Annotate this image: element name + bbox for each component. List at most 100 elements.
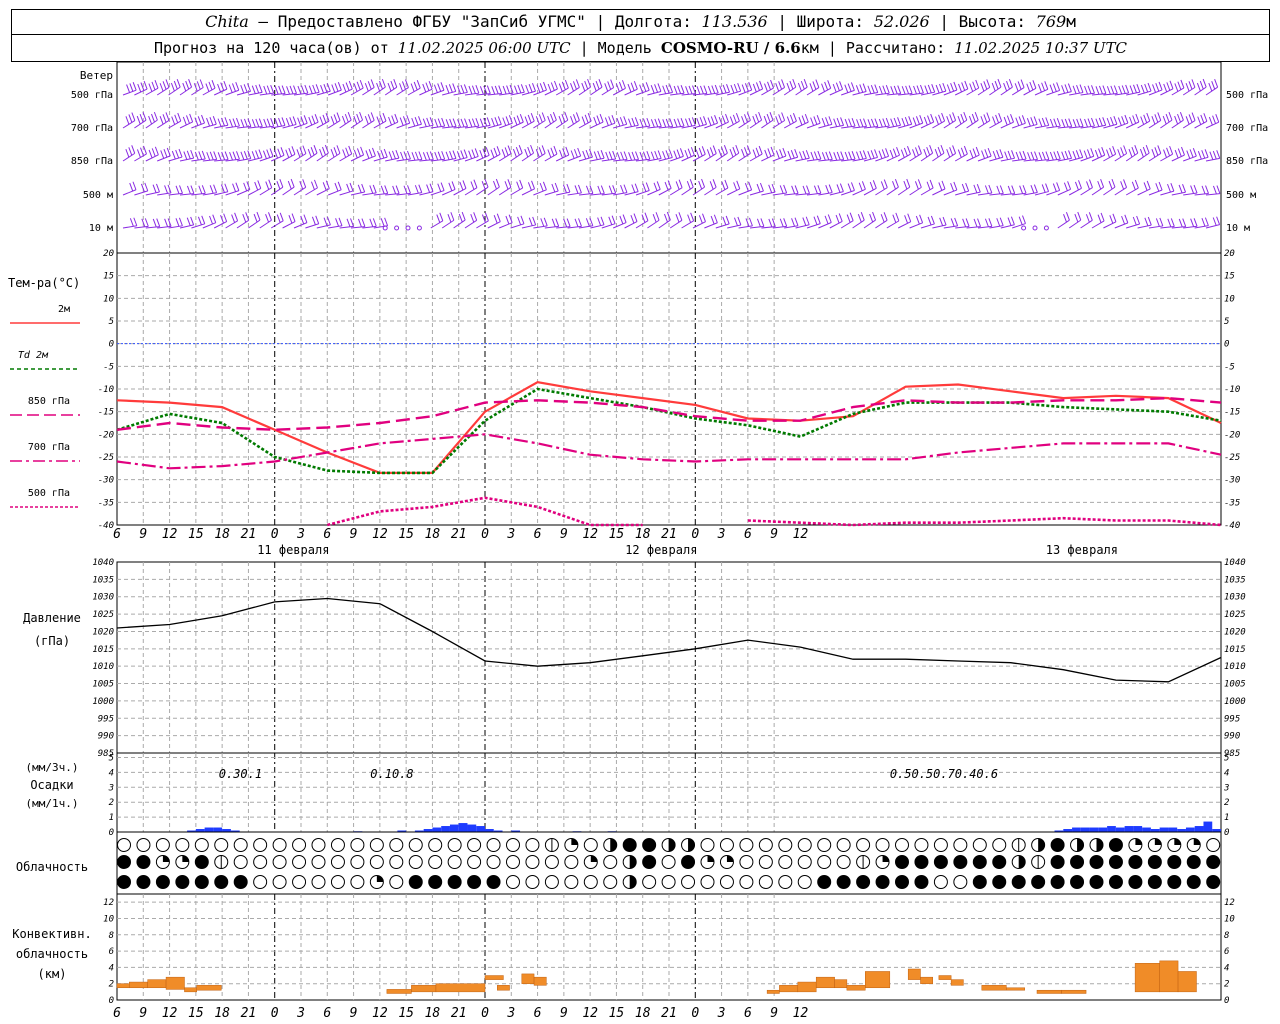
wind-barb-flag xyxy=(1106,86,1111,95)
wind-barb-flag xyxy=(296,149,301,158)
wind-barb-flag xyxy=(336,145,341,154)
wind-barb-flag xyxy=(288,147,293,157)
temp-axis-tick-right: 20 xyxy=(1224,249,1235,259)
wind-barb xyxy=(157,225,172,229)
wind-barb-flag xyxy=(458,213,463,223)
wind-barb-flag xyxy=(813,185,818,194)
wind-barb-flag xyxy=(804,113,809,123)
cloud-cover-icon xyxy=(350,855,365,869)
wind-barb-flag xyxy=(229,118,234,128)
wind-barb-flag xyxy=(821,83,826,92)
precip-bar xyxy=(230,830,240,832)
wind-barb-flag xyxy=(1018,116,1023,125)
wind-barb xyxy=(145,119,158,129)
wind-barb xyxy=(442,90,456,96)
wind-barb-flag xyxy=(1201,218,1206,227)
convective-bar xyxy=(1177,971,1197,993)
cloud-cover-icon xyxy=(467,875,482,889)
wind-barb-flag xyxy=(828,151,833,160)
date-label: 12 февраля xyxy=(625,543,697,557)
temp-axis-tick-right: -40 xyxy=(1224,521,1240,531)
cloud-cover-half xyxy=(1096,838,1103,852)
wind-barb-flag xyxy=(1010,216,1015,225)
temp-axis-tick-left: -15 xyxy=(98,408,114,418)
convective-x-tick: 3 xyxy=(296,1006,305,1021)
wind-barb-flag xyxy=(426,117,431,127)
wind-barb-flag xyxy=(449,118,454,128)
header-line-1: Chita — Предоставлено ФГБУ "ЗапСиб УГМС"… xyxy=(11,9,1270,35)
wind-barb-flag xyxy=(653,182,658,191)
wind-barb xyxy=(305,187,318,196)
wind-barb-flag xyxy=(129,218,134,227)
wind-barb xyxy=(1137,224,1152,229)
wind-barb-flag xyxy=(890,118,895,127)
cloud-cover-icon xyxy=(914,855,929,869)
wind-barb-flag xyxy=(1056,82,1061,91)
wind-barb-flag xyxy=(406,114,411,124)
wind-barb-flag xyxy=(144,182,149,192)
convective-axis-tick-right: 12 xyxy=(1224,898,1235,908)
wind-barb xyxy=(339,153,352,162)
wind-barb-flag xyxy=(334,182,339,192)
cloud-cover-icon xyxy=(739,875,754,889)
wind-barb-flag xyxy=(1088,212,1093,221)
wind-barb-flag xyxy=(1216,216,1221,225)
wind-barb-flag xyxy=(878,85,883,95)
wind-barb-flag xyxy=(434,118,439,128)
wind-barb xyxy=(1171,226,1186,229)
wind-barb xyxy=(145,191,160,196)
date-label: 11 февраля xyxy=(257,543,329,557)
wind-barb-flag xyxy=(667,180,672,189)
wind-barb-flag xyxy=(950,83,955,92)
wind-barb-flag xyxy=(547,83,552,93)
cloud-cover-icon xyxy=(447,838,462,852)
wind-barb-flag xyxy=(1131,146,1136,156)
wind-barb-flag xyxy=(356,81,361,91)
cloud-cover-icon xyxy=(233,855,248,869)
wind-barb-flag xyxy=(1192,147,1197,157)
wind-barb xyxy=(613,192,628,196)
wind-barb-flag xyxy=(413,81,418,91)
wind-barb xyxy=(966,191,981,196)
precip-bar xyxy=(397,830,407,832)
wind-barb-flag xyxy=(848,118,853,127)
wind-barb-flag xyxy=(766,113,771,123)
wind-barb-flag xyxy=(844,118,849,128)
cloud-cover-icon xyxy=(603,875,618,889)
wind-barb-flag xyxy=(869,181,874,191)
wind-barb-flag xyxy=(1197,150,1202,160)
cloud-cover-icon xyxy=(1070,855,1085,869)
wind-barb-flag xyxy=(779,218,784,227)
wind-barb-flag xyxy=(631,117,636,127)
wind-barb xyxy=(453,187,467,196)
wind-barb xyxy=(476,124,491,129)
wind-barb-flag xyxy=(977,218,981,227)
temp-x-tick: 18 xyxy=(214,527,230,542)
wind-barb-flag xyxy=(1132,216,1137,226)
wind-barb-flag xyxy=(220,82,225,91)
wind-barb-flag xyxy=(1087,118,1092,127)
wind-barb-flag xyxy=(224,183,229,192)
wind-barb-flag xyxy=(208,81,213,91)
wind-barb-flag xyxy=(255,118,260,128)
wind-barb-flag xyxy=(885,148,890,157)
wind-barb xyxy=(157,192,172,196)
wind-barb-flag xyxy=(906,146,911,155)
wind-barb-flag xyxy=(422,152,427,161)
wind-level-left: 500 гПа xyxy=(71,90,113,101)
wind-barb-flag xyxy=(698,147,703,157)
wind-barb-flag xyxy=(504,181,509,190)
wind-level-right: 10 м xyxy=(1226,223,1250,234)
cloud-cover-icon xyxy=(817,875,832,889)
convective-x-tick: 6 xyxy=(323,1006,331,1021)
precip-bar xyxy=(1159,827,1169,832)
wind-barb-flag xyxy=(286,86,291,95)
wind-barb-flag xyxy=(183,151,188,160)
wind-barb xyxy=(1114,222,1129,229)
wind-barb xyxy=(442,158,457,162)
wind-barb-flag xyxy=(482,148,487,157)
wind-barb-flag xyxy=(565,146,570,156)
wind-barb-flag xyxy=(997,78,1002,88)
wind-barb-flag xyxy=(934,148,939,158)
pressure-axis-tick-right: 1035 xyxy=(1224,575,1246,585)
